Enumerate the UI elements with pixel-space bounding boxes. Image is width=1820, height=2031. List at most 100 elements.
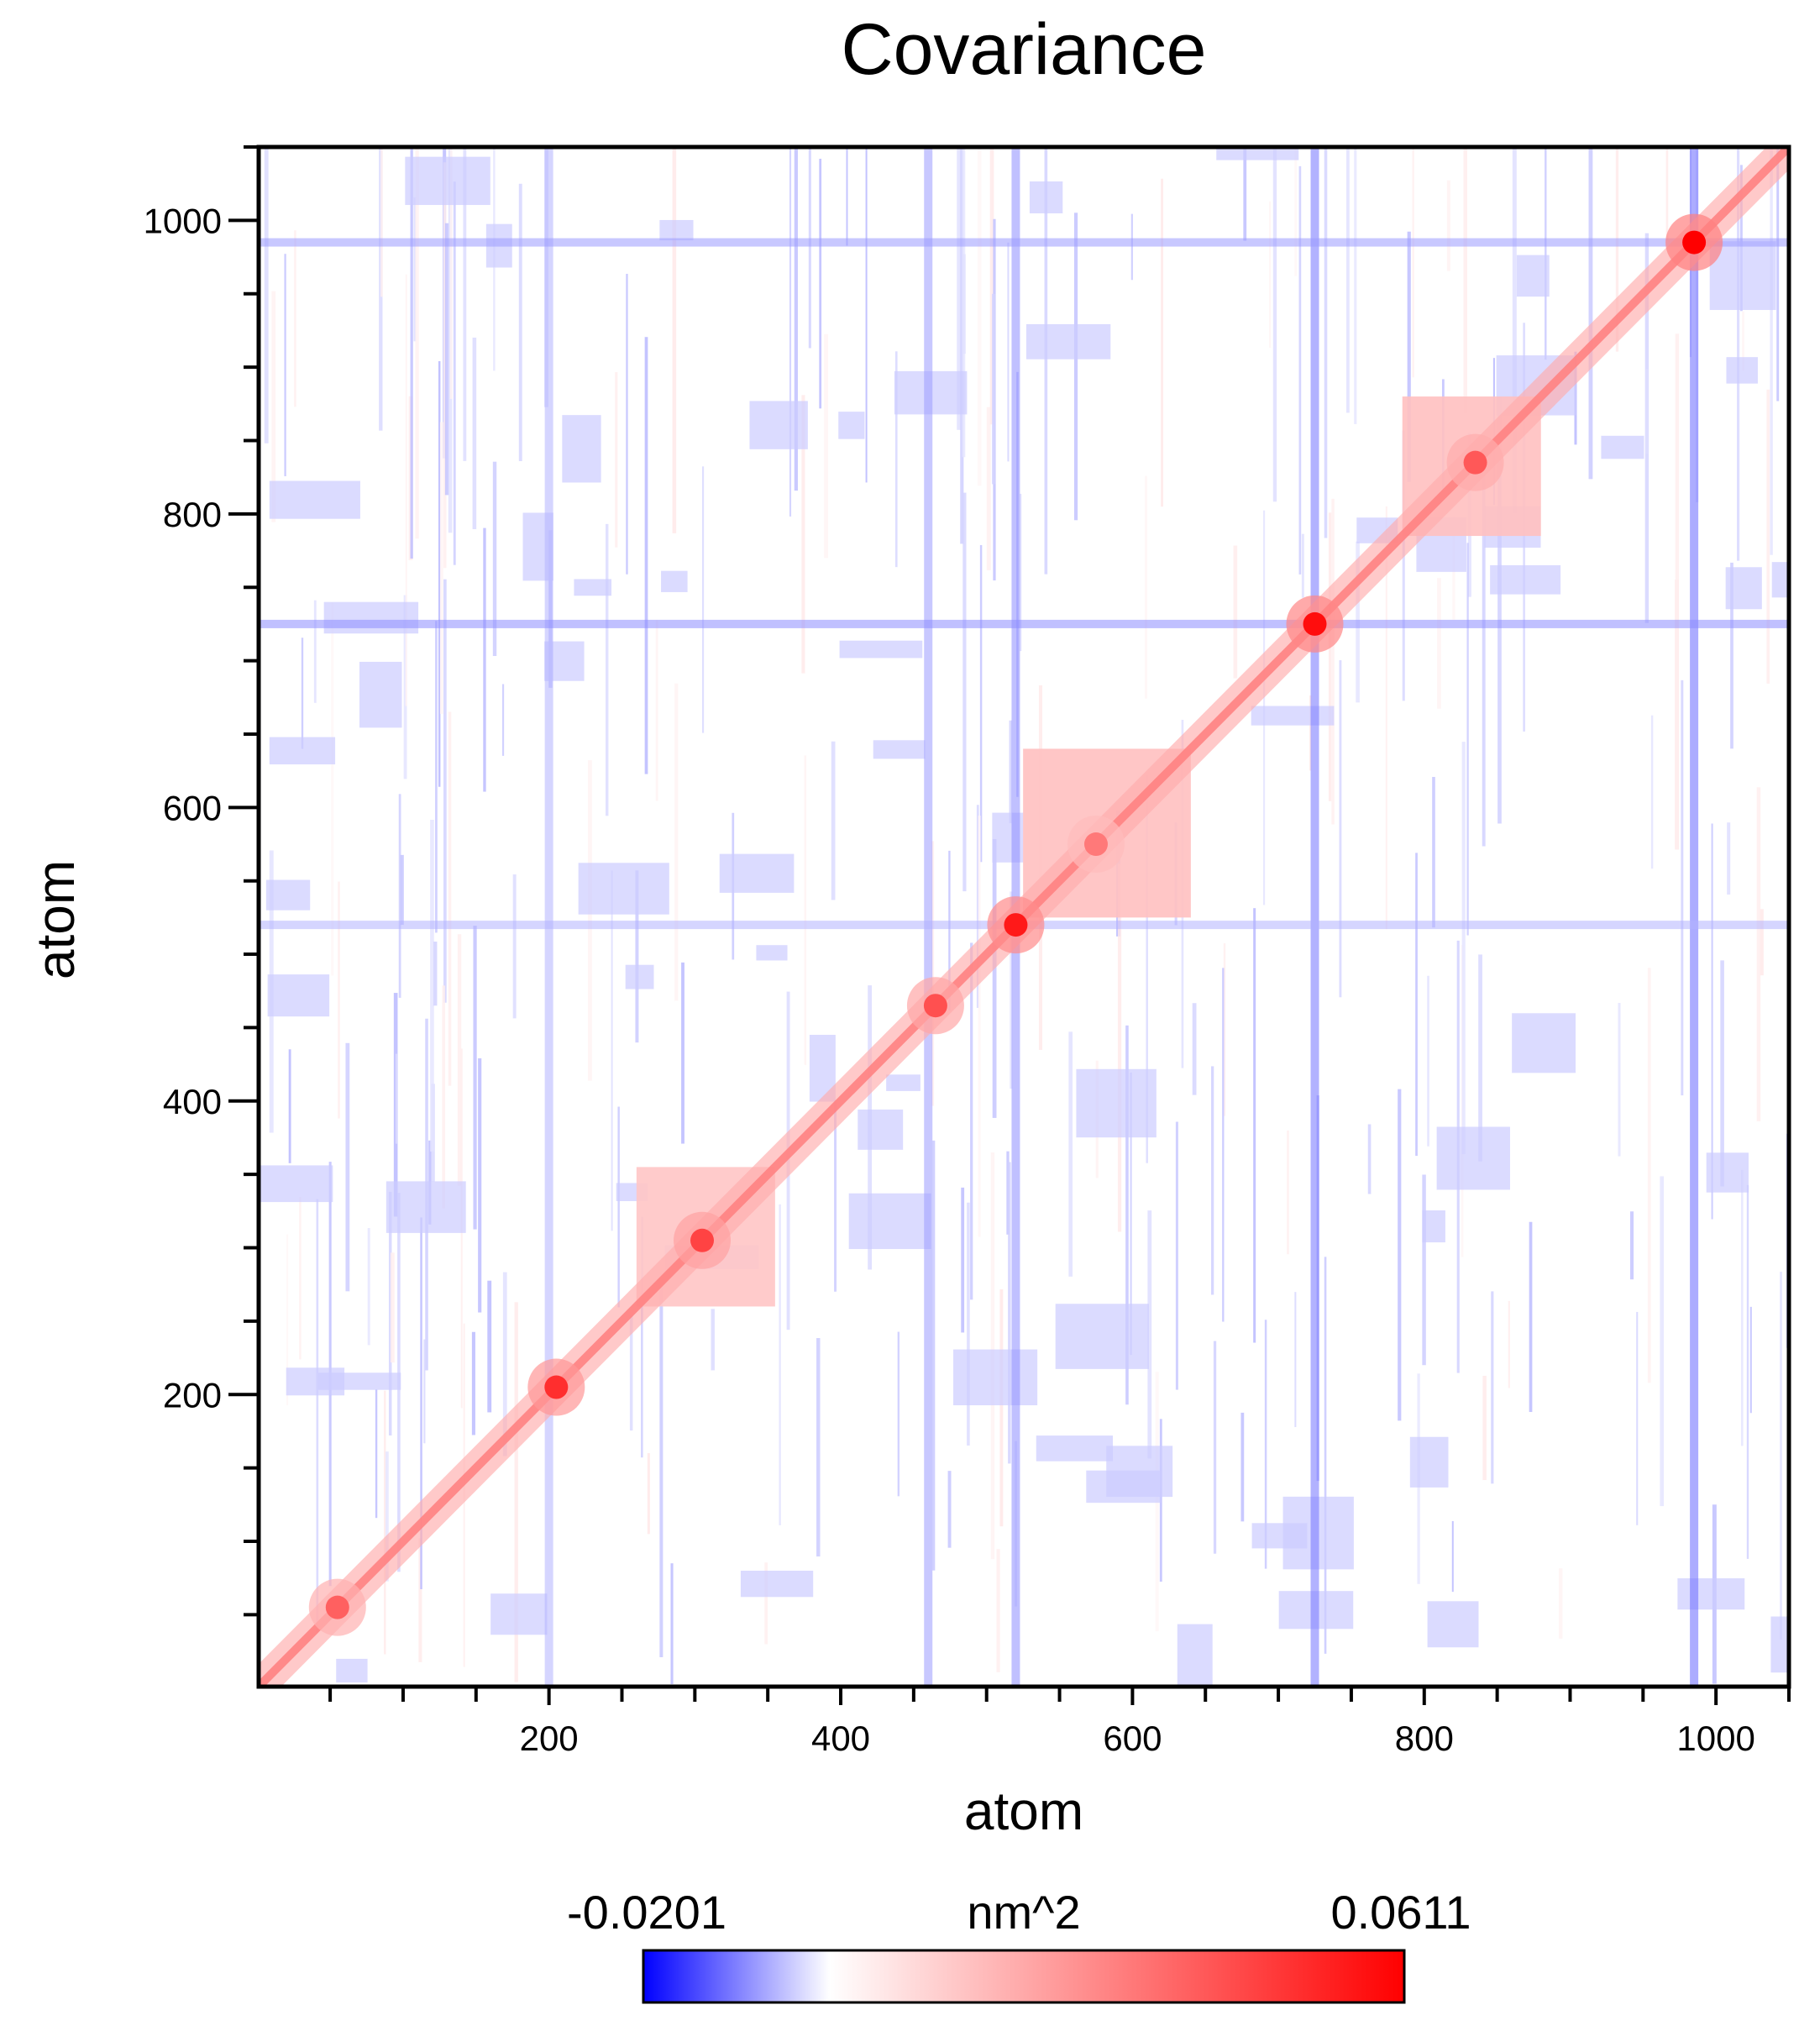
colorbar: -0.0201 nm^2 0.0611	[567, 1886, 1471, 2004]
heatmap-patch	[1601, 435, 1644, 459]
heatmap-streak	[1665, 147, 1669, 241]
heatmap-patch	[1516, 255, 1550, 297]
heatmap-streak	[423, 1339, 426, 1444]
heatmap-streak	[390, 1252, 395, 1363]
heatmap-streak	[448, 711, 452, 1086]
x-tick-label: 800	[1395, 1719, 1454, 1758]
heatmap-streak	[413, 197, 417, 342]
heatmap-streak	[804, 755, 807, 1065]
heatmap-streak	[992, 839, 997, 1118]
y-tick-label: 800	[163, 495, 222, 534]
heatmap-streak	[512, 874, 517, 1019]
heatmap-streak	[1130, 213, 1133, 281]
heatmap-streak	[1213, 1341, 1217, 1554]
heatmap-streak	[932, 1140, 936, 1571]
colorbar-gradient	[642, 1949, 1406, 2004]
heatmap-streak	[978, 816, 981, 1237]
heatmap-patch	[574, 579, 612, 596]
heatmap-streak	[617, 1106, 620, 1308]
heatmap-streak	[895, 351, 898, 568]
heatmap-streak	[1650, 715, 1654, 869]
heatmap-patch	[1025, 323, 1111, 359]
heatmap-streak	[1301, 533, 1304, 598]
heatmap-streak	[962, 492, 967, 892]
heatmap-patch	[719, 853, 795, 893]
heatmap-streak	[672, 147, 677, 533]
heatmap-streak	[1720, 960, 1724, 1187]
heatmap-patch	[1706, 1152, 1749, 1193]
heatmap-patch	[839, 640, 923, 659]
heatmap-streak	[1478, 954, 1482, 1162]
heatmap-streak	[386, 1451, 389, 1582]
heatmap-streak	[674, 683, 679, 1001]
heatmap-streak	[615, 372, 618, 548]
heatmap-patch	[359, 661, 402, 728]
heatmap-streak	[483, 527, 486, 792]
heatmap-patch	[336, 1658, 368, 1683]
heatmap-patch	[1436, 1126, 1510, 1190]
heatmap-patch	[269, 737, 336, 765]
heatmap-band	[1690, 147, 1699, 1687]
heatmap-streak	[1223, 943, 1226, 1116]
heatmap-streak	[641, 1216, 643, 1458]
heatmap-streak	[1407, 231, 1411, 482]
heatmap-streak	[816, 1338, 821, 1557]
heatmap-streak	[1415, 853, 1418, 1157]
heatmap-streak	[1068, 1031, 1073, 1277]
heatmap-streak	[1636, 1311, 1639, 1525]
heatmap-streak	[1491, 1291, 1494, 1484]
heatmap-streak	[681, 962, 684, 1144]
heatmap-streak	[299, 1196, 302, 1360]
heatmap-streak	[1243, 148, 1247, 241]
heatmap-streak	[1398, 1089, 1402, 1421]
heatmap-streak	[1730, 562, 1733, 749]
heatmap-streak	[294, 230, 296, 407]
x-tick-label: 200	[520, 1719, 579, 1758]
heatmap-streak	[931, 841, 935, 1106]
heatmap-streak	[635, 870, 639, 1043]
heatmap-streak	[644, 337, 648, 774]
heatmap-streak	[1339, 660, 1342, 998]
colorbar-max-label: 0.0611	[1330, 1886, 1471, 1939]
heatmap-streak	[1309, 695, 1312, 771]
heatmap-patch	[661, 570, 688, 592]
heatmap-streak	[418, 1538, 422, 1662]
heatmap-patch	[625, 964, 654, 989]
heatmap-streak	[1233, 545, 1238, 679]
heatmap-streak	[1746, 1184, 1749, 1559]
heatmap-streak	[1402, 430, 1405, 701]
heatmap-streak	[1211, 1066, 1214, 1295]
x-tick-label: 400	[811, 1719, 870, 1758]
heatmap-streak	[1508, 1300, 1510, 1388]
heatmap-patch	[1771, 562, 1789, 598]
heatmap-streak	[996, 1549, 1000, 1672]
heatmap-streak	[420, 1217, 422, 1589]
heatmap-streak	[1451, 1520, 1454, 1593]
heatmap-patch	[1055, 1304, 1149, 1369]
heatmap-streak	[1044, 147, 1048, 575]
heatmap-streak	[1117, 863, 1122, 1232]
heatmap-streak	[435, 621, 438, 933]
heatmap-streak	[824, 333, 828, 559]
heatmap-streak	[1432, 776, 1435, 928]
heatmap-patch	[838, 412, 865, 439]
heatmap-patch	[953, 1349, 1038, 1406]
y-tick-label: 600	[163, 788, 222, 827]
heatmap-streak	[1222, 968, 1225, 1322]
heatmap-streak	[1711, 823, 1713, 1220]
heatmap-patch	[1427, 1601, 1479, 1648]
heatmap-streak	[947, 1471, 952, 1548]
heatmap-patch	[562, 415, 601, 483]
heatmap-streak	[443, 579, 447, 1003]
heatmap-streak	[1006, 1151, 1010, 1235]
heatmap-streak	[1427, 975, 1429, 1147]
heatmap-streak	[1497, 397, 1502, 824]
heatmap-streak	[1770, 147, 1773, 555]
heatmap-streak	[611, 870, 613, 1231]
heatmap-streak	[1756, 787, 1761, 1121]
heatmap-patch	[386, 1181, 466, 1233]
chart-title: Covariance	[842, 9, 1207, 90]
heatmap-streak	[1294, 1292, 1297, 1427]
heatmap-streak	[1749, 1306, 1752, 1414]
